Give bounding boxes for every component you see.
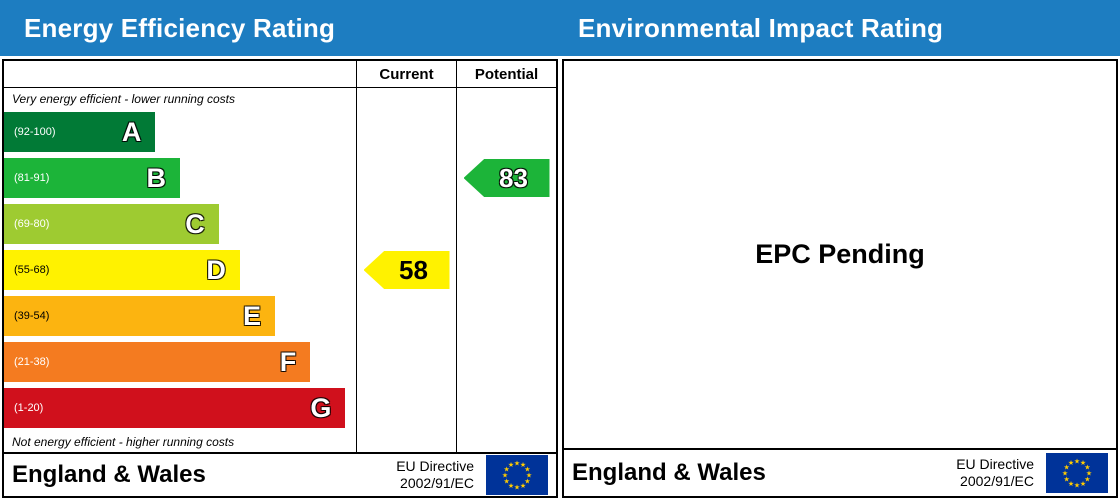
environmental-impact-panel: EPC Pending England & Wales EU Directive… bbox=[562, 59, 1118, 498]
svg-text:★: ★ bbox=[1063, 476, 1069, 484]
potential-rating-arrow: 83 bbox=[463, 159, 550, 197]
svg-text:★: ★ bbox=[520, 461, 526, 469]
band-letter: G bbox=[310, 392, 332, 423]
band-range-label: (92-100) bbox=[14, 126, 56, 138]
region-label: England & Wales bbox=[12, 461, 206, 488]
band-E: (39-54) E bbox=[4, 296, 276, 336]
band-row: (21-38) F bbox=[4, 339, 556, 385]
band-letter: C bbox=[185, 208, 205, 239]
energy-efficiency-title: Energy Efficiency Rating bbox=[24, 12, 336, 43]
environmental-impact-title: Environmental Impact Rating bbox=[578, 12, 944, 43]
eu-directive-line1: EU Directive bbox=[396, 457, 474, 474]
eu-flag-icon: ★ ★ ★ ★ ★ ★ ★ ★ ★ ★ ★ ★ bbox=[486, 455, 548, 495]
eu-directive-line2: 2002/91/EC bbox=[960, 473, 1034, 489]
svg-text:★: ★ bbox=[526, 472, 532, 480]
band-row: (39-54) E bbox=[4, 293, 556, 339]
svg-text:★: ★ bbox=[1062, 470, 1068, 478]
svg-text:★: ★ bbox=[1074, 458, 1080, 466]
band-row: (1-20) G bbox=[4, 385, 556, 431]
left-panel-footer: England & Wales EU Directive 2002/91/EC … bbox=[4, 452, 556, 496]
top-note: Very energy efficient - lower running co… bbox=[12, 92, 235, 106]
band-letter: A bbox=[121, 116, 142, 147]
svg-text:★: ★ bbox=[1084, 464, 1090, 472]
svg-text:★: ★ bbox=[1068, 459, 1074, 467]
bottom-note: Not energy efficient - higher running co… bbox=[12, 435, 235, 449]
svg-text:★: ★ bbox=[524, 478, 530, 486]
bands: (92-100) A (81-91) B 83 (69-80) C (55-68) D 58 (39… bbox=[4, 109, 556, 431]
header-bar: Energy Efficiency Rating Environmental I… bbox=[0, 0, 1120, 56]
eu-flag-icon: ★ ★ ★ ★ ★ ★ ★ ★ ★ ★ ★ ★ bbox=[1046, 453, 1108, 493]
eu-directive-text: EU Directive 2002/91/EC bbox=[396, 458, 474, 493]
top-note-row: Very energy efficient - lower running co… bbox=[4, 88, 556, 109]
energy-efficiency-panel: Current Potential Very energy efficient … bbox=[2, 59, 558, 498]
column-header-row: Current Potential bbox=[4, 61, 556, 88]
band-range-label: (39-54) bbox=[14, 310, 50, 322]
band-letter: F bbox=[279, 346, 297, 377]
current-column-header: Current bbox=[356, 61, 456, 87]
svg-text:★: ★ bbox=[1074, 482, 1080, 490]
band-letter: E bbox=[243, 300, 262, 331]
band-letter: D bbox=[206, 254, 226, 285]
band-G: (1-20) G bbox=[4, 388, 346, 428]
svg-text:★: ★ bbox=[514, 460, 520, 468]
band-row: (92-100) A bbox=[4, 109, 556, 155]
band-range-label: (55-68) bbox=[14, 264, 50, 276]
svg-text:★: ★ bbox=[1086, 470, 1092, 478]
band-range-label: (81-91) bbox=[14, 172, 50, 184]
region-label: England & Wales bbox=[572, 459, 766, 486]
band-row: (69-80) C bbox=[4, 201, 556, 247]
svg-text:★: ★ bbox=[524, 466, 530, 474]
svg-text:★: ★ bbox=[1080, 459, 1086, 467]
eu-directive-text: EU Directive 2002/91/EC bbox=[956, 456, 1034, 491]
svg-text:★: ★ bbox=[1084, 476, 1090, 484]
svg-text:★: ★ bbox=[503, 478, 509, 486]
band-C: (69-80) C bbox=[4, 204, 219, 244]
band-letter: B bbox=[146, 162, 167, 193]
potential-column-header: Potential bbox=[456, 61, 556, 87]
band-header-cell bbox=[4, 61, 356, 87]
band-A: (92-100) A bbox=[4, 112, 156, 152]
header-left: Energy Efficiency Rating bbox=[0, 0, 560, 56]
band-row: (55-68) D 58 bbox=[4, 247, 556, 293]
epc-chart: Current Potential Very energy efficient … bbox=[4, 61, 556, 452]
band-range-label: (69-80) bbox=[14, 218, 50, 230]
right-panel-footer: England & Wales EU Directive 2002/91/EC … bbox=[564, 448, 1116, 496]
panels: Current Potential Very energy efficient … bbox=[0, 56, 1120, 498]
band-range-label: (1-20) bbox=[14, 402, 44, 414]
current-rating-arrow: 58 bbox=[363, 251, 450, 289]
svg-text:★: ★ bbox=[503, 466, 509, 474]
svg-text:★: ★ bbox=[508, 482, 514, 490]
band-B: (81-91) B bbox=[4, 158, 180, 198]
svg-text:★: ★ bbox=[1063, 464, 1069, 472]
band-row: (81-91) B 83 bbox=[4, 155, 556, 201]
eu-directive-line1: EU Directive bbox=[956, 455, 1034, 472]
svg-text:★: ★ bbox=[514, 484, 520, 492]
svg-text:★: ★ bbox=[508, 461, 514, 469]
svg-text:★: ★ bbox=[1080, 480, 1086, 488]
svg-text:★: ★ bbox=[502, 472, 508, 480]
header-right: Environmental Impact Rating bbox=[560, 0, 1120, 56]
band-D: (55-68) D bbox=[4, 250, 240, 290]
bottom-note-row: Not energy efficient - higher running co… bbox=[4, 431, 556, 452]
svg-text:★: ★ bbox=[1068, 480, 1074, 488]
band-F: (21-38) F bbox=[4, 342, 311, 382]
eu-directive-line2: 2002/91/EC bbox=[400, 475, 474, 491]
band-range-label: (21-38) bbox=[14, 356, 50, 368]
pending-body: EPC Pending bbox=[564, 61, 1116, 448]
svg-text:★: ★ bbox=[520, 482, 526, 490]
epc-pending-message: EPC Pending bbox=[755, 239, 925, 269]
